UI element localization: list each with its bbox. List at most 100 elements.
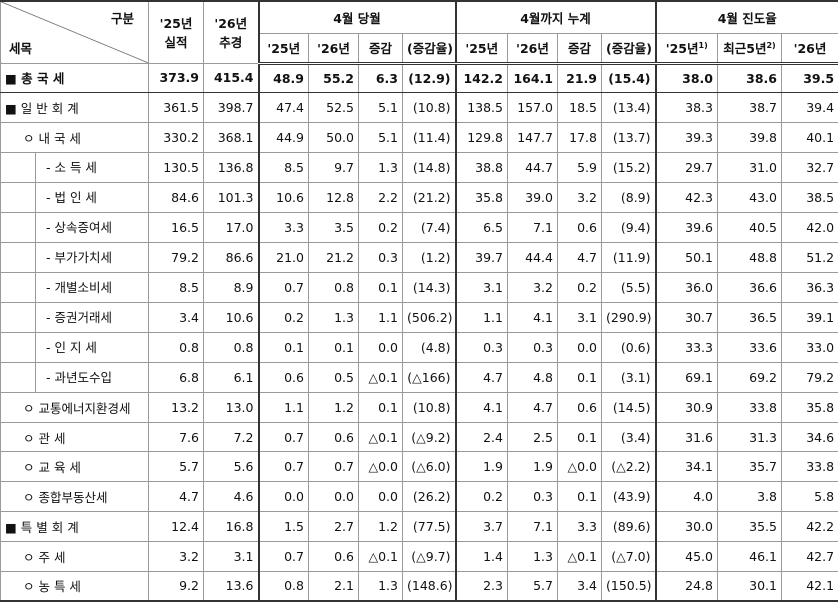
value-cell: 5.1 — [359, 93, 403, 123]
row-label-cell: ■ 총 국 세 — [1, 63, 149, 93]
value-cell: 3.7 — [456, 512, 508, 542]
value-cell: 3.5 — [309, 212, 359, 242]
value-cell: (5.5) — [602, 272, 656, 302]
value-cell: 129.8 — [456, 123, 508, 153]
row-label: - 법 인 세 — [35, 183, 97, 212]
value-cell: 7.1 — [508, 212, 558, 242]
sub-header-text: '25년 — [267, 41, 300, 56]
row-label-cell: - 소 득 세 — [1, 152, 149, 182]
value-cell: 13.2 — [149, 392, 204, 422]
value-cell: 0.0 — [259, 482, 309, 512]
value-cell: 29.7 — [656, 152, 718, 182]
value-cell: △0.1 — [359, 362, 403, 392]
value-cell: 5.1 — [359, 123, 403, 153]
value-cell: 39.8 — [718, 123, 782, 153]
row-label-cell: - 증권거래세 — [1, 302, 149, 332]
value-cell: 34.1 — [656, 452, 718, 482]
value-cell: 0.0 — [359, 332, 403, 362]
value-cell: 36.3 — [782, 272, 838, 302]
value-cell: (9.4) — [602, 212, 656, 242]
value-cell: 6.1 — [204, 362, 259, 392]
row-label-cell: - 개별소비세 — [1, 272, 149, 302]
value-cell: 0.1 — [558, 482, 602, 512]
value-cell: 1.1 — [259, 392, 309, 422]
row-label: - 상속증여세 — [35, 213, 112, 242]
row-label: ㅇ 교 육 세 — [23, 460, 81, 475]
value-cell: 39.3 — [656, 123, 718, 153]
value-cell: 32.7 — [782, 152, 838, 182]
value-cell: 13.6 — [204, 571, 259, 601]
row-label-cell: ㅇ 교 육 세 — [1, 452, 149, 482]
value-cell: 79.2 — [149, 242, 204, 272]
value-cell: 6.3 — [359, 63, 403, 93]
value-cell: 33.8 — [718, 392, 782, 422]
value-cell: 0.7 — [259, 452, 309, 482]
value-cell: 5.9 — [558, 152, 602, 182]
value-cell: 35.7 — [718, 452, 782, 482]
value-cell: 1.1 — [359, 302, 403, 332]
value-cell: 44.7 — [508, 152, 558, 182]
value-cell: 1.3 — [508, 541, 558, 571]
value-cell: 9.2 — [149, 571, 204, 601]
value-cell: 24.8 — [656, 571, 718, 601]
value-cell: (△9.2) — [403, 422, 456, 452]
value-cell: 147.7 — [508, 123, 558, 153]
header-text: 실적 — [164, 35, 187, 50]
value-cell: 48.8 — [718, 242, 782, 272]
value-cell: 4.1 — [456, 392, 508, 422]
value-cell: 0.8 — [309, 272, 359, 302]
row-label: - 증권거래세 — [35, 303, 112, 332]
value-cell: 0.6 — [309, 422, 359, 452]
value-cell: (△6.0) — [403, 452, 456, 482]
value-cell: 1.3 — [309, 302, 359, 332]
value-cell: 35.8 — [782, 392, 838, 422]
value-cell: 0.1 — [558, 422, 602, 452]
value-cell: 0.8 — [259, 571, 309, 601]
value-cell: 52.5 — [309, 93, 359, 123]
value-cell: (△7.0) — [602, 541, 656, 571]
value-cell: 0.5 — [309, 362, 359, 392]
value-cell: (△166) — [403, 362, 456, 392]
value-cell: 3.1 — [204, 541, 259, 571]
sub-header: 증감 — [359, 33, 403, 63]
value-cell: 0.8 — [149, 332, 204, 362]
value-cell: 0.2 — [558, 272, 602, 302]
value-cell: 361.5 — [149, 93, 204, 123]
row-label: - 과년도수입 — [35, 363, 112, 392]
sub-header-text: 증감 — [568, 41, 591, 56]
value-cell: 21.0 — [259, 242, 309, 272]
value-cell: 0.7 — [259, 422, 309, 452]
value-cell: 2.1 — [309, 571, 359, 601]
value-cell: 1.9 — [508, 452, 558, 482]
value-cell: 3.3 — [558, 512, 602, 542]
value-cell: 368.1 — [204, 123, 259, 153]
value-cell: 0.7 — [259, 541, 309, 571]
row-label: - 개별소비세 — [35, 273, 112, 302]
row-label-cell: - 인 지 세 — [1, 332, 149, 362]
value-cell: 330.2 — [149, 123, 204, 153]
value-cell: 45.0 — [656, 541, 718, 571]
value-cell: 47.4 — [259, 93, 309, 123]
value-cell: 30.9 — [656, 392, 718, 422]
value-cell: (7.4) — [403, 212, 456, 242]
value-cell: 39.1 — [782, 302, 838, 332]
value-cell: 3.4 — [558, 571, 602, 601]
value-cell: 0.2 — [259, 302, 309, 332]
value-cell: (150.5) — [602, 571, 656, 601]
sub-header-text: '25년 — [666, 41, 699, 56]
value-cell: 21.2 — [309, 242, 359, 272]
value-cell: 38.0 — [656, 63, 718, 93]
value-cell: 0.6 — [259, 362, 309, 392]
value-cell: (12.9) — [403, 63, 456, 93]
value-cell: 31.0 — [718, 152, 782, 182]
value-cell: 373.9 — [149, 63, 204, 93]
row-label-cell: ㅇ 교통에너지환경세 — [1, 392, 149, 422]
